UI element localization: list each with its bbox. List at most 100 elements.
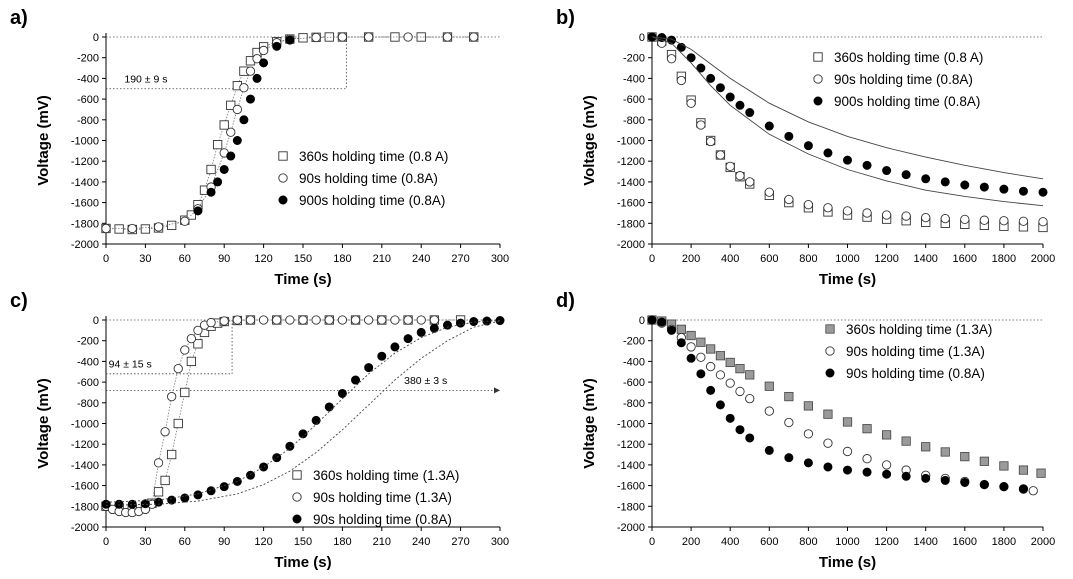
data-point [324, 402, 334, 412]
panel-label: a) [10, 7, 28, 29]
data-point [258, 315, 269, 325]
data-point [803, 141, 813, 151]
data-point [745, 108, 755, 118]
legend-marker [278, 173, 288, 183]
x-tick-label: 800 [799, 536, 817, 548]
y-axis-title: Voltage (mV) [35, 95, 52, 186]
data-point [193, 325, 203, 335]
data-point [842, 465, 852, 475]
data-point [272, 41, 282, 51]
x-tick-label: 0 [103, 536, 109, 548]
y-tick-label: -1400 [71, 177, 99, 189]
data-point [114, 499, 124, 509]
legend-marker [813, 96, 823, 106]
legend-label: 90s holding time (0.8A) [846, 366, 985, 381]
data-point [784, 131, 794, 141]
data-point [960, 214, 970, 225]
data-point [862, 424, 872, 434]
data-point [803, 401, 814, 411]
data-point [324, 315, 334, 325]
y-tick-label: -400 [623, 356, 645, 368]
x-axis-title: Time (s) [274, 554, 331, 571]
legend-marker [825, 346, 835, 356]
data-point [1018, 216, 1029, 226]
data-point [160, 475, 170, 486]
data-point [999, 184, 1009, 194]
data-point [901, 436, 911, 446]
data-point [377, 351, 387, 361]
y-tick-label: 0 [639, 32, 645, 44]
x-tick-label: 150 [294, 536, 312, 548]
legend-marker [292, 492, 302, 502]
data-point [311, 415, 321, 425]
data-point [416, 315, 426, 325]
data-point [206, 187, 216, 197]
data-point [245, 94, 255, 104]
annotation-label: 190 ± 9 s [124, 73, 167, 85]
x-tick-label: 120 [254, 253, 272, 265]
y-tick-label: -1600 [617, 481, 645, 493]
x-tick-label: 1000 [835, 536, 859, 548]
y-tick-label: -1400 [617, 177, 645, 189]
data-point [219, 482, 229, 492]
x-tick-label: 210 [373, 536, 391, 548]
data-point [140, 224, 151, 234]
data-point [206, 486, 216, 496]
x-tick-label: 1000 [835, 253, 859, 265]
data-point [921, 473, 931, 483]
annotation-arrowhead [494, 387, 500, 394]
data-point [999, 461, 1009, 471]
data-point [1018, 465, 1029, 475]
x-tick-label: 270 [451, 536, 469, 548]
data-point [239, 83, 249, 93]
x-tick-label: 60 [179, 253, 191, 265]
legend-marker [813, 74, 823, 84]
x-tick-label: 180 [333, 253, 351, 265]
data-point [226, 151, 236, 161]
x-tick-label: 300 [491, 536, 509, 548]
y-tick-label: -200 [77, 336, 99, 348]
data-point [429, 323, 439, 333]
y-tick-label: -1000 [617, 136, 645, 148]
data-point [803, 429, 814, 439]
x-tick-label: 30 [139, 253, 151, 265]
data-point [979, 182, 989, 192]
data-point [667, 325, 677, 335]
x-tick-label: 120 [254, 536, 272, 548]
data-point [901, 471, 911, 481]
y-tick-label: -1400 [71, 460, 99, 472]
data-point [377, 315, 387, 325]
legend-marker [813, 52, 823, 62]
data-point [706, 385, 716, 395]
data-point [862, 454, 872, 464]
data-point [206, 317, 216, 328]
legend-label: 900s holding time (0.8A) [299, 193, 445, 208]
y-tick-label: 0 [93, 32, 99, 44]
legend-label: 360s holding time (0.8 A) [299, 149, 448, 164]
data-point [186, 333, 197, 344]
y-tick-label: -800 [77, 115, 99, 127]
data-point [442, 320, 452, 330]
data-point [167, 495, 177, 505]
data-point [101, 499, 111, 509]
data-point [285, 441, 295, 451]
data-point [881, 210, 892, 220]
data-point [940, 177, 950, 187]
legend-label: 900s holding time (0.8A) [834, 94, 980, 109]
legend-marker [278, 195, 288, 205]
data-point [469, 317, 479, 327]
data-point [715, 351, 726, 361]
data-point [173, 363, 183, 374]
legend-label: 90s holding time (1.3A) [313, 490, 452, 505]
data-point [745, 370, 755, 380]
data-point [337, 388, 347, 398]
y-axis-title: Voltage (mV) [581, 95, 598, 186]
data-point [403, 334, 413, 344]
x-tick-label: 1400 [913, 536, 937, 548]
data-point [842, 155, 852, 165]
data-point [901, 170, 911, 180]
legend-marker [292, 514, 302, 524]
data-point [232, 136, 242, 146]
data-point [882, 430, 892, 440]
legend-label: 90s holding time (0.8A) [834, 72, 973, 87]
